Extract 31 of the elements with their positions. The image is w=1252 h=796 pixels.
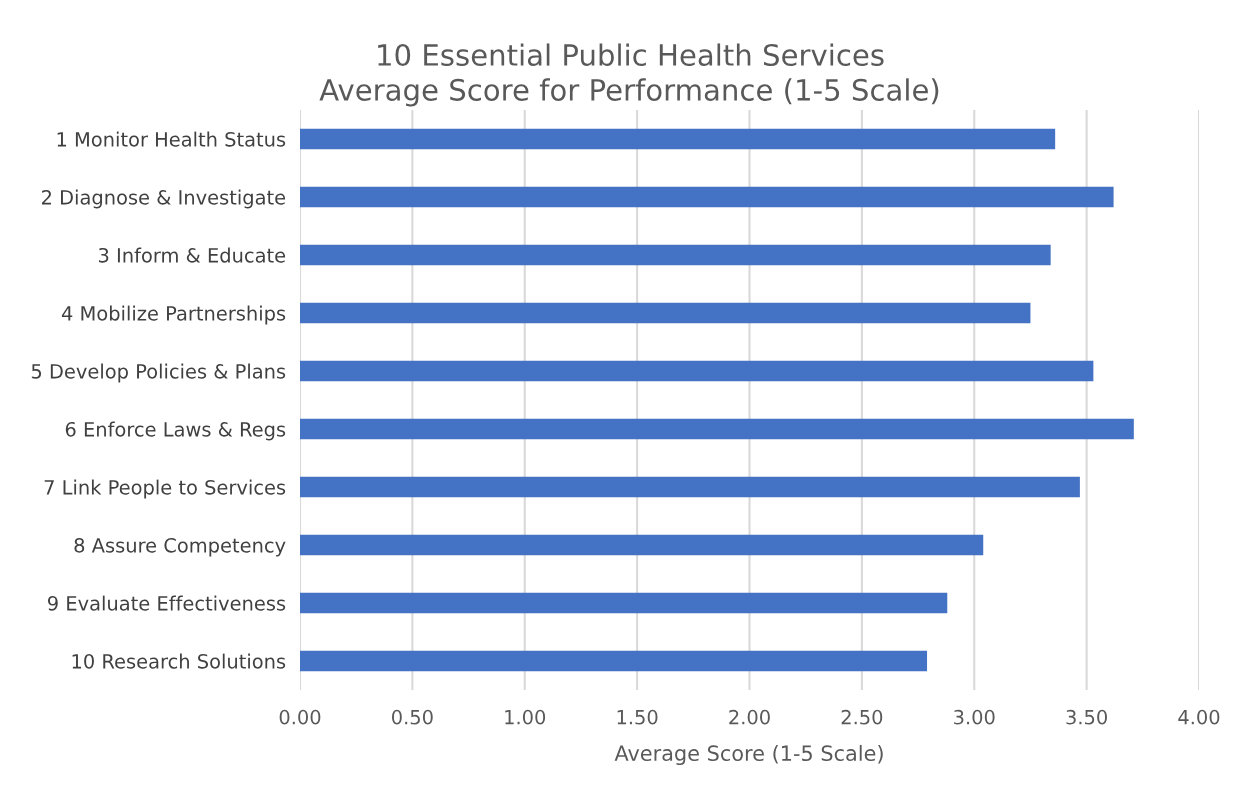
y-tick-label: 10 Research Solutions: [72, 653, 286, 669]
x-tick-label: 0.50: [392, 709, 433, 725]
bar: [300, 128, 1056, 150]
y-tick-label: 2 Diagnose & Investigate: [41, 189, 286, 209]
bar: [300, 302, 1031, 324]
y-tick-label: 4 Mobilize Partnerships: [61, 305, 286, 325]
bar: [300, 244, 1051, 266]
x-tick-label: 3.50: [1066, 709, 1107, 725]
bar: [300, 360, 1094, 382]
x-tick-label: 1.50: [617, 709, 658, 725]
bar: [300, 592, 948, 614]
x-tick-label: 1.00: [505, 709, 546, 725]
x-tick-label: 4.00: [1178, 709, 1220, 725]
y-tick-label: 1 Monitor Health Status: [57, 131, 286, 147]
x-tick-label: 0.00: [279, 709, 321, 725]
bar: [300, 534, 984, 556]
x-tick-label: 3.00: [954, 709, 995, 725]
bar: [300, 418, 1134, 440]
bar: [300, 650, 928, 672]
x-axis-title: Average Score (1-5 Scale): [614, 744, 883, 766]
y-tick-label: 7 Link People to Services: [44, 479, 286, 499]
bar: [300, 186, 1114, 208]
bar: [300, 476, 1080, 498]
y-tick-label: 5 Develop Policies & Plans: [31, 363, 286, 383]
y-tick-label: 3 Inform & Educate: [98, 247, 286, 263]
y-tick-label: 8 Assure Competency: [74, 537, 286, 557]
y-tick-label: 9 Evaluate Effectiveness: [47, 595, 286, 611]
chart-title: 10 Essential Public Health Services Average Score for Performance (1-5 Scale): [319, 43, 939, 107]
x-tick-label: 2.00: [729, 709, 770, 725]
y-tick-label: 6 Enforce Laws & Regs: [65, 421, 286, 441]
x-tick-label: 2.50: [841, 709, 883, 725]
